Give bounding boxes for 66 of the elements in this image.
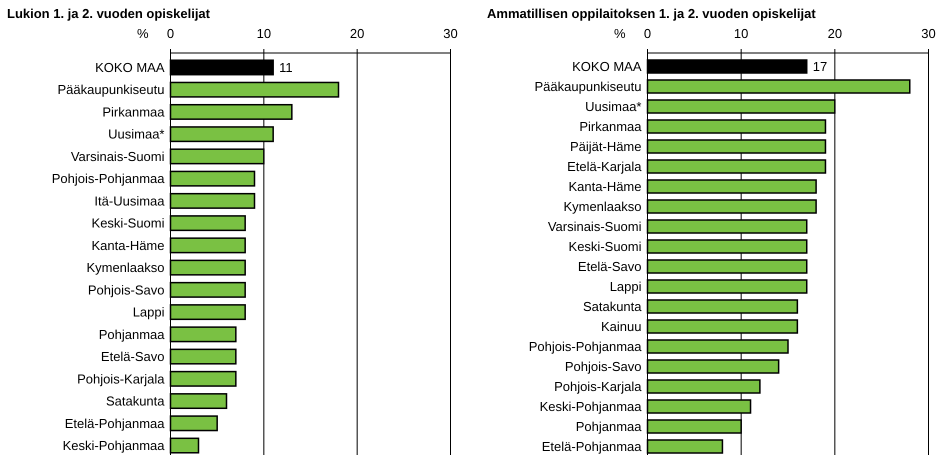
y-tick-label: Etelä-Pohjanmaa [64,416,166,431]
y-tick-label: Satakunta [582,299,642,314]
y-tick-label: Pääkaupunkiseutu [534,79,642,94]
y-tick-label: Satakunta [106,394,166,409]
chart-title: Lukion 1. ja 2. vuoden opiskelijat [7,6,211,21]
data-label: 11 [279,60,293,75]
y-tick-label: Etelä-Savo [100,349,164,364]
bar [170,348,237,365]
y-tick-label: Uusimaa* [585,99,642,114]
y-tick-label: Pohjanmaa [576,419,642,434]
y-tick-label: Keski-Pohjanmaa [62,438,166,454]
x-tick-label: 20 [828,26,842,41]
y-tick-label: Lappi [610,279,642,294]
bar [170,304,246,320]
bar [170,370,237,387]
y-tick-label: Lappi [132,304,165,320]
x-tick-label: 0 [166,26,174,41]
x-tick-label: 10 [256,26,272,41]
y-tick-label: Etelä-Pohjanmaa [542,439,642,454]
x-axis-title: % [136,26,149,41]
y-tick-label: Kanta-Häme [92,238,164,253]
y-tick-label: Kanta-Häme [568,179,642,194]
y-tick-label: Etelä-Savo [578,259,642,274]
bar [170,170,256,187]
x-tick-label: 30 [443,26,458,41]
y-tick-label: Itä-Uusimaa [94,193,166,208]
y-tick-label: Pääkaupunkiseutu [58,82,164,98]
y-tick-label: Pohjois-Pohjanmaa [52,171,166,186]
y-tick-label: Pohjois-Karjala [554,379,642,394]
x-tick-label: 0 [644,26,652,41]
y-tick-label: Keski-Pohjanmaa [540,399,642,414]
y-tick-label: Päijät-Häme [570,139,642,154]
bar [170,237,246,254]
y-tick-label: Kymenlaakso [563,199,642,214]
bar [170,438,200,454]
y-tick-label: Pohjois-Pohjanmaa [528,339,642,354]
x-axis-title: % [614,26,626,41]
y-tick-label: Kymenlaakso [86,260,164,276]
y-tick-label: KOKO MAA [572,59,642,74]
bar [170,192,256,209]
x-tick-label: 30 [921,26,936,41]
y-tick-label: Keski-Suomi [568,239,642,254]
y-tick-label: Pirkanmaa [579,119,642,134]
bar [170,282,246,298]
bar [170,215,246,232]
x-tick-label: 20 [350,26,364,41]
bar [646,439,724,454]
data-label: 17 [812,59,828,74]
y-tick-label: Pohjois-Savo [564,359,642,374]
bar [170,415,218,432]
y-tick-label: Uusimaa* [108,126,164,142]
y-tick-label: Kainuu [601,319,642,334]
y-tick-label: Pohjanmaa [98,326,166,342]
y-tick-label: Pohjois-Karjala [77,371,166,386]
y-tick-label: Pohjois-Savo [88,282,164,298]
chart-title: Ammatillisen oppilaitoksen 1. ja 2. vuoden opiskelijat [487,6,816,21]
y-tick-label: Varsinais-Suomi [548,219,642,234]
y-tick-label: Etelä-Karjala [567,159,642,174]
bar [170,326,237,342]
y-tick-label: Keski-Suomi [92,216,165,231]
y-tick-label: Pirkanmaa [102,104,166,120]
y-tick-label: KOKO MAA [95,60,165,75]
bar [170,393,228,410]
bar [170,260,246,276]
y-tick-label: Varsinais-Suomi [70,148,165,164]
x-tick-label: 10 [734,26,748,41]
